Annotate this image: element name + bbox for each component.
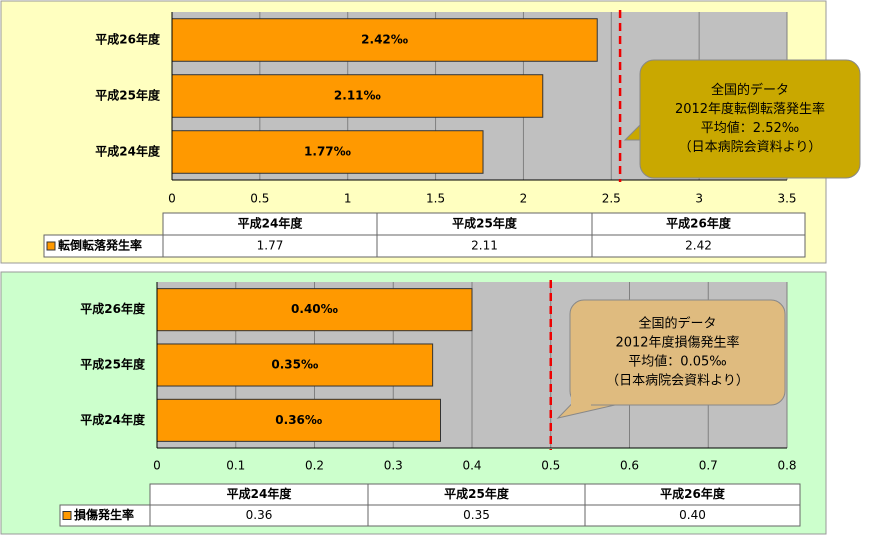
callout-text: 平均値：2.52‰ bbox=[701, 120, 799, 136]
bar bbox=[156, 343, 434, 387]
x-tick-label: 0.1 bbox=[226, 459, 245, 473]
x-tick-label: 0.8 bbox=[777, 459, 796, 473]
x-tick-label: 0.3 bbox=[384, 459, 403, 473]
table-header: 平成26年度 bbox=[666, 216, 732, 231]
x-tick-label: 3 bbox=[695, 192, 703, 206]
callout-text: 2012年度損傷発生率 bbox=[615, 335, 739, 351]
bar bbox=[156, 288, 473, 332]
table-header: 平成24年度 bbox=[238, 216, 304, 231]
x-tick-label: 2.5 bbox=[602, 192, 621, 206]
x-tick-label: 0.2 bbox=[305, 459, 324, 473]
table-cell: 0.40 bbox=[679, 508, 706, 522]
y-tick-label: 平成24年度 bbox=[95, 144, 161, 159]
y-tick-label: 平成25年度 bbox=[80, 357, 146, 372]
legend-swatch bbox=[46, 241, 56, 251]
x-tick-label: 1.5 bbox=[426, 192, 445, 206]
legend-swatch bbox=[62, 511, 72, 520]
x-tick-label: 0.4 bbox=[462, 459, 481, 473]
table-header: 平成24年度 bbox=[227, 486, 293, 501]
y-tick-label: 平成26年度 bbox=[80, 301, 146, 316]
legend-label: 損傷発生率 bbox=[74, 507, 134, 522]
x-tick-label: 0.5 bbox=[250, 192, 269, 206]
bar bbox=[171, 130, 484, 174]
y-tick-label: 平成26年度 bbox=[95, 32, 161, 47]
table-header: 平成26年度 bbox=[660, 486, 726, 501]
table-cell: 2.11 bbox=[471, 239, 498, 253]
value-label: 0.40‰ bbox=[291, 302, 338, 316]
callout-text: 平均値：0.05‰ bbox=[628, 354, 726, 370]
callout-text: （日本病院会資料より） bbox=[606, 374, 749, 389]
callout-cover bbox=[571, 383, 591, 407]
table-header: 平成25年度 bbox=[444, 486, 510, 501]
value-label: 2.11‰ bbox=[334, 89, 381, 103]
callout-text: 全国的データ bbox=[638, 316, 716, 332]
callout-text: 全国的データ bbox=[711, 82, 789, 98]
x-tick-label: 0.6 bbox=[620, 459, 639, 473]
x-tick-label: 0.7 bbox=[699, 459, 718, 473]
value-label: 2.42‰ bbox=[361, 33, 408, 47]
callout-text: 2012年度転倒転落発生率 bbox=[675, 101, 825, 117]
x-tick-label: 2 bbox=[520, 192, 528, 206]
x-tick-label: 3.5 bbox=[777, 192, 796, 206]
callout-cover bbox=[641, 113, 661, 142]
value-label: 0.36‰ bbox=[275, 413, 322, 427]
table-cell: 2.42 bbox=[685, 239, 712, 253]
x-tick-label: 0 bbox=[153, 459, 161, 473]
x-tick-label: 0 bbox=[168, 192, 176, 206]
y-tick-label: 平成25年度 bbox=[95, 88, 161, 103]
value-label: 1.77‰ bbox=[304, 145, 351, 159]
y-tick-label: 平成24年度 bbox=[80, 412, 146, 427]
callout-text: （日本病院会資料より） bbox=[679, 140, 822, 155]
bar bbox=[171, 18, 598, 62]
table-header: 平成25年度 bbox=[452, 216, 518, 231]
value-label: 0.35‰ bbox=[271, 358, 318, 372]
legend-label: 転倒転落発生率 bbox=[58, 238, 142, 253]
table-cell: 0.36 bbox=[246, 508, 273, 522]
x-tick-label: 0.5 bbox=[541, 459, 560, 473]
table-cell: 1.77 bbox=[257, 239, 284, 253]
x-tick-label: 1 bbox=[344, 192, 352, 206]
callout bbox=[569, 299, 786, 406]
callout bbox=[639, 59, 861, 179]
table-cell: 0.35 bbox=[463, 508, 490, 522]
